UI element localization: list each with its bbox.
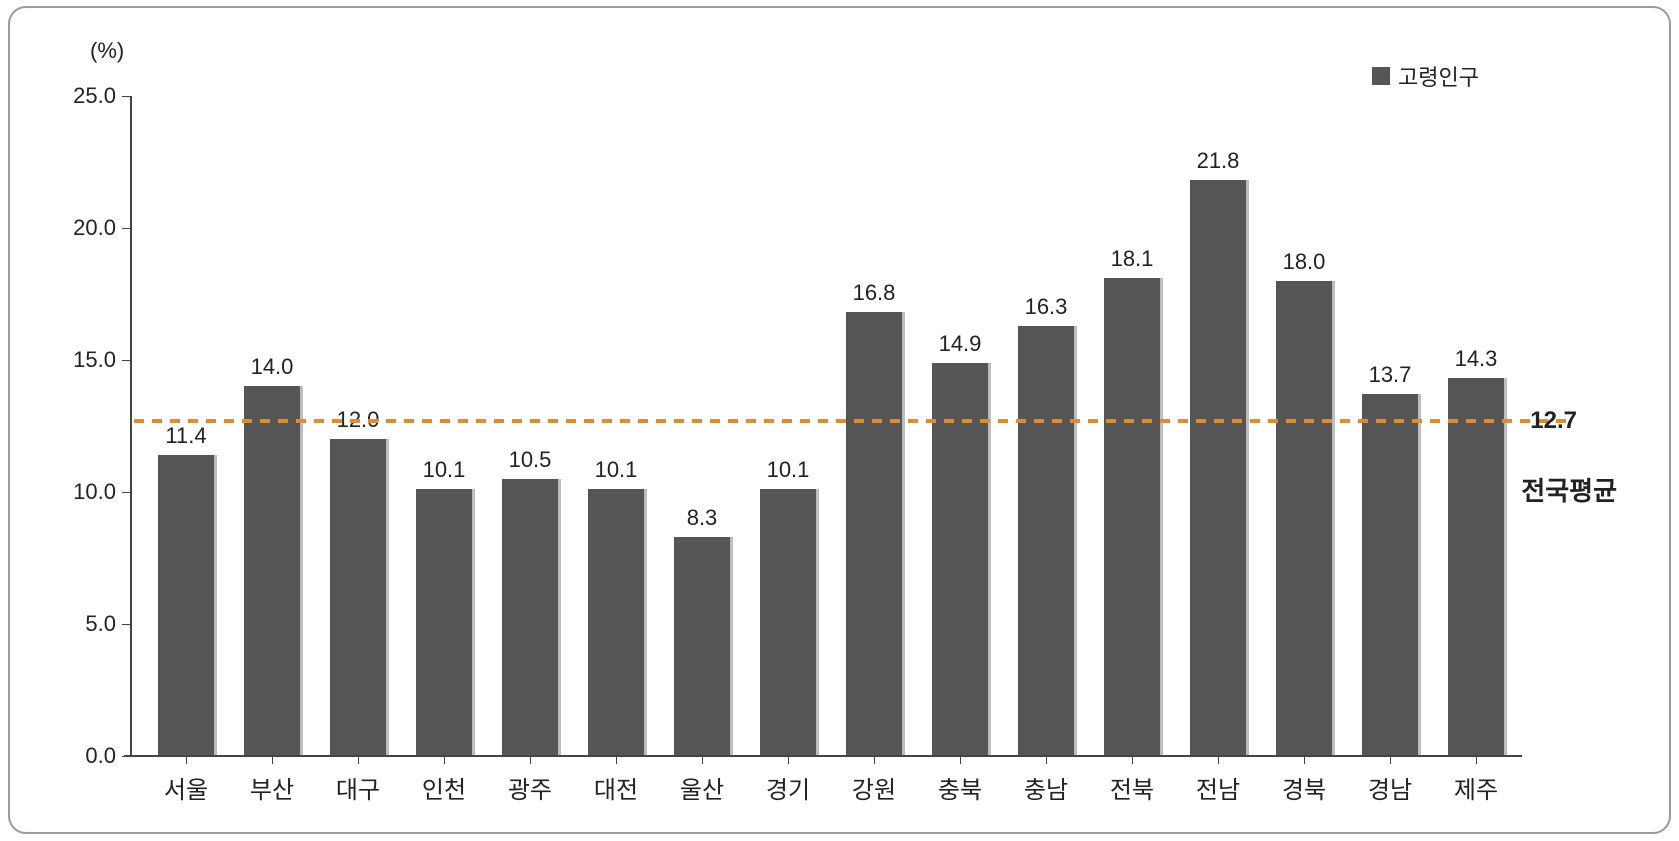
bar [588,489,644,755]
x-tick [1218,756,1219,764]
y-axis [130,96,132,756]
bar [1104,278,1160,755]
x-tick [874,756,875,764]
x-tick [272,756,273,764]
x-tick-label: 부산 [250,770,294,805]
bar-value-label: 14.3 [1455,346,1498,372]
y-tick [122,492,130,493]
bar [158,455,214,755]
bar [330,439,386,755]
bar-value-label: 21.8 [1197,148,1240,174]
y-tick [122,756,130,757]
x-tick-label: 경북 [1282,770,1326,805]
bar-value-label: 13.7 [1369,362,1412,388]
bar [760,489,816,755]
y-tick [122,96,130,97]
x-tick-label: 대구 [336,770,380,805]
y-tick [122,360,130,361]
legend-swatch-icon [1372,67,1390,85]
bar [502,479,558,755]
x-tick-label: 충북 [938,770,982,805]
bar [244,386,300,755]
reference-line-caption: 전국평균 [1521,471,1617,508]
x-tick-label: 충남 [1024,770,1068,805]
y-tick-label: 15.0 [60,347,116,373]
x-tick [1132,756,1133,764]
plot-area: 0.05.010.015.020.025.011.4서울14.0부산12.0대구… [130,96,1522,756]
bar [1190,180,1246,755]
x-tick [788,756,789,764]
x-tick-label: 서울 [164,770,208,805]
x-tick [1046,756,1047,764]
y-tick-label: 20.0 [60,215,116,241]
y-tick-label: 5.0 [60,611,116,637]
y-tick-label: 10.0 [60,479,116,505]
bar-value-label: 10.5 [509,447,552,473]
x-tick-label: 강원 [852,770,896,805]
x-tick-label: 전북 [1110,770,1154,805]
bar-value-label: 18.1 [1111,246,1154,272]
x-tick [1390,756,1391,764]
bar-value-label: 10.1 [767,457,810,483]
bar-value-label: 8.3 [687,505,718,531]
y-tick-label: 0.0 [60,743,116,769]
y-tick-label: 25.0 [60,83,116,109]
x-tick [186,756,187,764]
legend-label: 고령인구 [1398,60,1479,92]
bar-value-label: 14.9 [939,331,982,357]
bar [1018,326,1074,755]
x-tick [444,756,445,764]
bar [846,312,902,755]
x-tick [1476,756,1477,764]
bar [1448,378,1504,755]
x-tick [1304,756,1305,764]
bar-value-label: 16.8 [853,280,896,306]
bar-value-label: 10.1 [423,457,466,483]
x-tick [702,756,703,764]
x-tick [358,756,359,764]
bar [1362,394,1418,755]
chart-frame: (%) 고령인구 0.05.010.015.020.025.011.4서울14.… [8,6,1671,834]
legend: 고령인구 [1372,60,1479,92]
bar [674,537,730,755]
bar-value-label: 18.0 [1283,249,1326,275]
x-tick-label: 경남 [1368,770,1412,805]
reference-line [134,419,1566,423]
x-tick-label: 제주 [1454,770,1498,805]
y-axis-unit: (%) [90,38,124,64]
bar-value-label: 16.3 [1025,294,1068,320]
x-tick-label: 울산 [680,770,724,805]
bar-value-label: 10.1 [595,457,638,483]
bar [416,489,472,755]
y-tick [122,624,130,625]
reference-line-value: 12.7 [1530,407,1577,435]
x-tick [960,756,961,764]
x-tick [616,756,617,764]
x-tick-label: 인천 [422,770,466,805]
x-tick-label: 전남 [1196,770,1240,805]
x-tick [530,756,531,764]
bar-value-label: 11.4 [165,423,206,449]
y-tick [122,228,130,229]
bar [1276,281,1332,755]
bar-value-label: 14.0 [251,354,294,380]
x-axis [124,755,1522,757]
x-tick-label: 경기 [766,770,810,805]
x-tick-label: 대전 [594,770,638,805]
x-tick-label: 광주 [508,770,552,805]
